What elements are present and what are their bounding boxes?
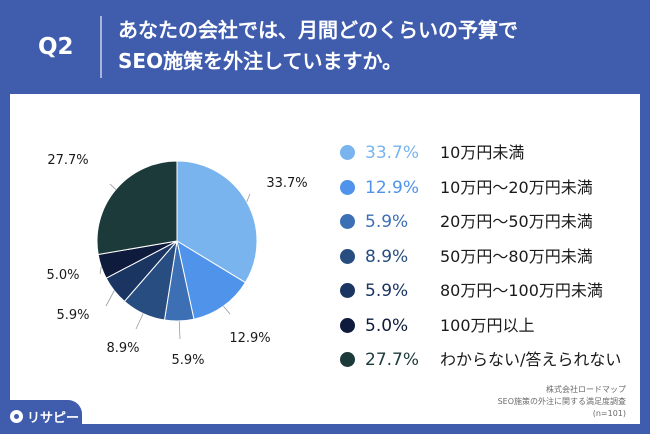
legend-dot-icon xyxy=(340,283,355,298)
header: Q2 あなたの会社では、月間どのくらいの予算で SEO施策を外注していますか。 xyxy=(0,0,650,92)
legend-item: 5.9% 20万円〜50万円未満 xyxy=(340,210,640,234)
logo-text: リサピー xyxy=(27,411,80,426)
leader-line xyxy=(135,313,144,330)
leader-line xyxy=(109,183,117,190)
legend-percent: 5.9% xyxy=(365,212,409,232)
legend-item: 5.9% 80万円〜100万円未満 xyxy=(340,279,640,303)
legend-dot-icon xyxy=(340,352,355,367)
slice-data-label: 12.9% xyxy=(229,331,270,346)
legend-label: わからない/答えられない xyxy=(440,350,622,369)
legend-label: 80万円〜100万円未満 xyxy=(440,281,603,300)
legend-percent: 8.9% xyxy=(365,246,409,267)
legend-percent: 5.9% xyxy=(365,281,409,301)
source-line-2: SEO施策の外注に関する満足度調査 xyxy=(497,397,626,406)
legend-dot-icon xyxy=(340,248,355,264)
question-line-1: あなたの会社では、月間どのくらいの予算で xyxy=(118,18,518,42)
slice-data-label: 5.9% xyxy=(56,308,89,323)
slice-data-label: 27.7% xyxy=(47,153,88,168)
slice-data-label: 8.9% xyxy=(106,341,139,356)
legend-dot-icon xyxy=(340,317,355,333)
question-line-2: SEO施策を外注していますか。 xyxy=(118,49,403,73)
legend-item: 5.0% 100万円以上 xyxy=(340,314,640,338)
legend-label: 10万円〜20万円未満 xyxy=(440,177,593,197)
pie-slice xyxy=(176,160,258,284)
source-line-1: 株式会社ロードマップ xyxy=(546,385,626,394)
legend-dot-icon xyxy=(340,214,355,229)
question-number: Q2 xyxy=(38,34,74,60)
slice-data-label: 33.7% xyxy=(266,176,307,191)
pie-slice xyxy=(176,239,247,320)
pie-chart: 33.7% 12.9% 5.9% 8.9% 5.9% 5.0% 27.7% xyxy=(46,153,307,368)
slice-data-label: 5.0% xyxy=(46,268,79,283)
legend-percent: 5.0% xyxy=(365,315,409,336)
legend-label: 100万円以上 xyxy=(440,315,535,335)
legend-item: 8.9% 50万円〜80万円未満 xyxy=(340,245,640,269)
logo-pin-icon xyxy=(10,410,23,423)
chart-panel: 33.7% 12.9% 5.9% 8.9% 5.9% 5.0% 27.7% 33.7% 10万… xyxy=(10,94,640,424)
slice-data-label: 5.9% xyxy=(171,353,204,368)
leader-line xyxy=(223,305,231,315)
source-note: 株式会社ロードマップ SEO施策の外注に関する満足度調査 (n=101) xyxy=(498,384,626,420)
legend-item: 12.9% 10万円〜20万円未満 xyxy=(340,176,640,200)
legend-percent: 33.7% xyxy=(365,143,420,163)
question-title: あなたの会社では、月間どのくらいの予算で SEO施策を外注していますか。 xyxy=(118,15,638,77)
brand-logo: リサピー xyxy=(0,400,82,434)
leader-line xyxy=(105,290,115,307)
legend-label: 10万円未満 xyxy=(440,143,525,162)
legend-dot-icon xyxy=(340,179,355,195)
pie-slice xyxy=(96,160,178,256)
legend-item: 33.7% 10万円未満 xyxy=(340,141,640,165)
leader-line xyxy=(246,193,251,202)
legend-item: 27.7% わからない/答えられない xyxy=(340,348,640,372)
leader-line xyxy=(99,266,102,275)
legend-label: 50万円〜80万円未満 xyxy=(440,246,593,266)
legend-percent: 27.7% xyxy=(365,350,420,370)
legend-dot-icon xyxy=(340,145,355,160)
legend-percent: 12.9% xyxy=(365,177,420,198)
header-divider xyxy=(100,16,102,78)
source-line-3: (n=101) xyxy=(592,409,626,418)
leader-line xyxy=(178,320,181,340)
legend-label: 20万円〜50万円未満 xyxy=(440,212,593,231)
